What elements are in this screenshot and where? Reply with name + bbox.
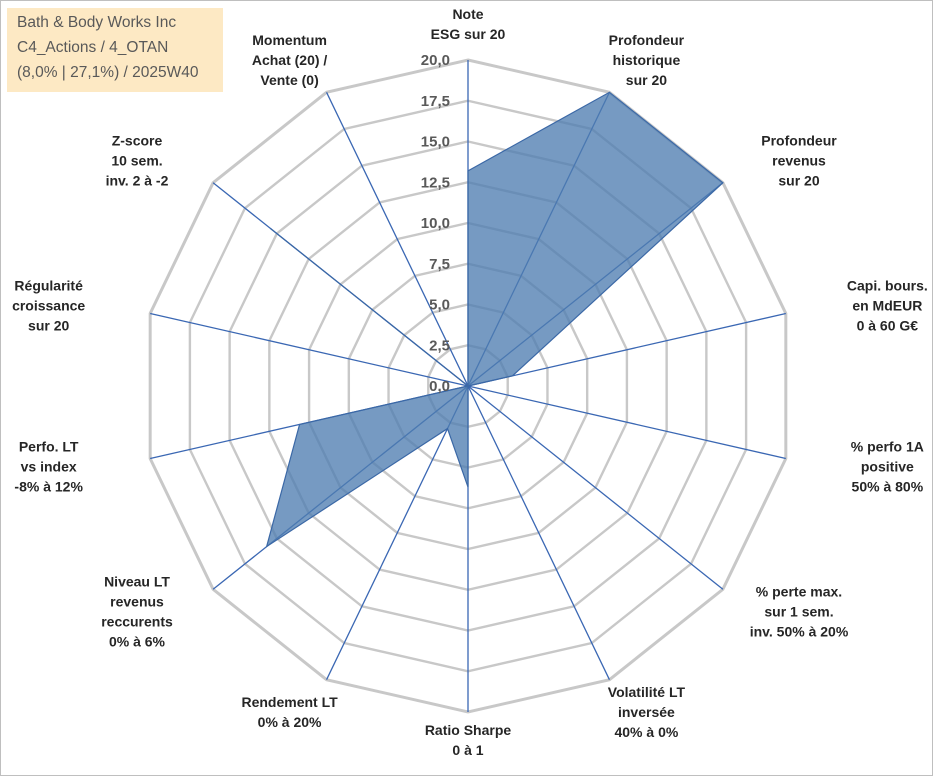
axis-spoke bbox=[325, 385, 469, 680]
axis-label: Volatilité LT inversée 40% à 0% bbox=[608, 684, 686, 740]
axis-label: Niveau LT revenus reccurents 0% à 6% bbox=[101, 574, 173, 650]
axis-label: Régularité croissance sur 20 bbox=[12, 277, 85, 333]
axis-label: Z-score 10 sem. inv. 2 à -2 bbox=[106, 132, 169, 188]
radar-series bbox=[265, 91, 724, 548]
radial-tick-label: 17,5 bbox=[421, 93, 450, 110]
title-company: Bath & Body Works Inc bbox=[17, 14, 177, 31]
axis-label: Rendement LT 0% à 20% bbox=[241, 694, 338, 730]
axis-label: Profondeur revenus sur 20 bbox=[761, 132, 837, 188]
axis-label: Perfo. LT vs index -8% à 12% bbox=[14, 439, 83, 495]
series-area bbox=[265, 91, 724, 548]
radial-tick-label: 2,5 bbox=[429, 337, 450, 354]
axis-spoke bbox=[467, 312, 786, 387]
axis-spoke bbox=[325, 92, 469, 387]
radial-tick-label: 12,5 bbox=[421, 174, 450, 191]
axis-label: Ratio Sharpe 0 à 1 bbox=[425, 722, 512, 758]
axis-label: Note ESG sur 20 bbox=[431, 6, 506, 42]
radial-ticks: 0,0 2,5 5,0 7,5 10,0 12,5 15,0 17,5 20,0 bbox=[421, 52, 450, 395]
radial-tick-label: 20,0 bbox=[421, 52, 450, 69]
chart-title-box: Bath & Body Works Inc C4_Actions / 4_OTA… bbox=[7, 8, 223, 92]
axis-label: Profondeur historique sur 20 bbox=[609, 32, 685, 88]
axis-labels: Note ESG sur 20 Profondeur historique sur 20… bbox=[12, 6, 928, 758]
title-category: C4_Actions / 4_OTAN bbox=[17, 39, 169, 56]
radial-tick-label: 7,5 bbox=[429, 256, 450, 273]
axis-spoke bbox=[150, 312, 469, 387]
axis-label: % perte max. sur 1 sem. inv. 50% à 20% bbox=[750, 584, 849, 640]
axis-spoke bbox=[467, 385, 786, 460]
axis-label: % perfo 1A positive 50% à 80% bbox=[851, 439, 924, 495]
radial-tick-label: 5,0 bbox=[429, 297, 450, 314]
axis-spoke bbox=[467, 385, 724, 590]
axis-spoke bbox=[467, 385, 611, 680]
radial-tick-label: 10,0 bbox=[421, 215, 450, 232]
axis-label: Momentum Achat (20) / Vente (0) bbox=[252, 32, 328, 88]
radial-tick-label: 15,0 bbox=[421, 134, 450, 151]
radial-tick-label: 0,0 bbox=[429, 378, 450, 395]
title-stats: (8,0% | 27,1%) / 2025W40 bbox=[17, 64, 199, 81]
axis-label: Capi. bours. en MdEUR 0 à 60 G€ bbox=[847, 277, 928, 333]
